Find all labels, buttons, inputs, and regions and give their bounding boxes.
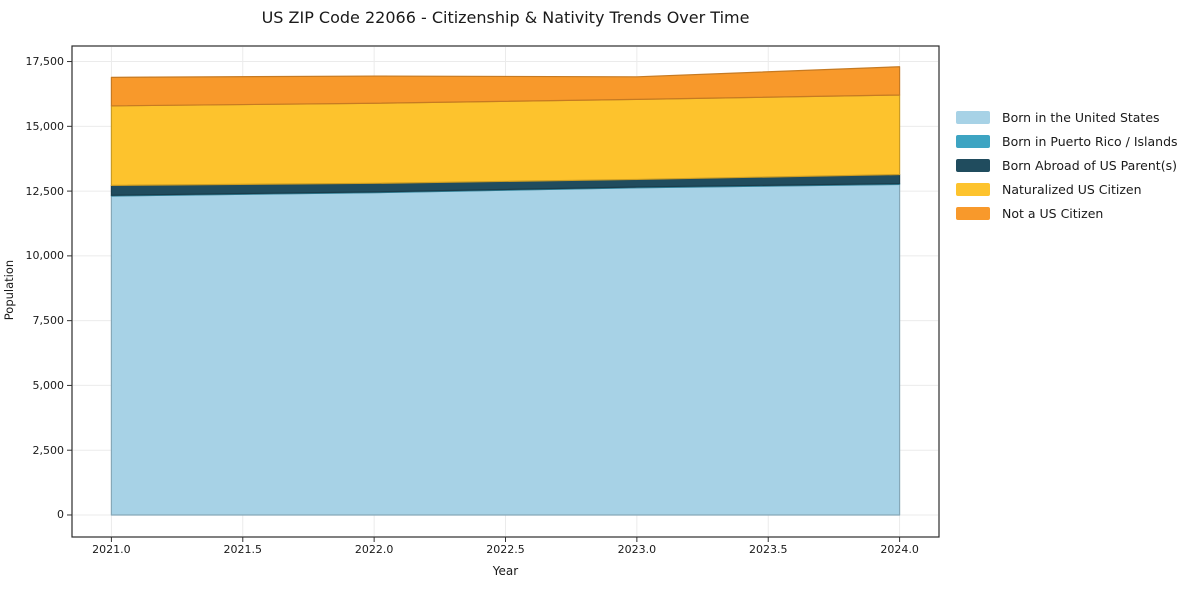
legend-swatch (956, 159, 990, 172)
legend: Born in the United States Born in Puerto … (956, 110, 1178, 221)
x-tick-label: 2021.5 (223, 543, 263, 556)
legend-label: Born in Puerto Rico / Islands (1002, 134, 1178, 149)
legend-label: Born Abroad of US Parent(s) (1002, 158, 1177, 173)
x-tick-label: 2023.5 (748, 543, 788, 556)
y-tick-label: 17,500 (25, 55, 65, 69)
area-series-0 (110, 183, 901, 516)
chart-title: US ZIP Code 22066 - Citizenship & Nativi… (261, 8, 750, 27)
legend-item: Born Abroad of US Parent(s) (956, 158, 1178, 173)
legend-label: Born in the United States (1002, 110, 1160, 125)
legend-label: Naturalized US Citizen (1002, 182, 1142, 197)
legend-item: Born in the United States (956, 110, 1178, 125)
legend-label: Not a US Citizen (1002, 206, 1104, 221)
x-tick-label: 2024.0 (880, 543, 919, 556)
legend-item: Naturalized US Citizen (956, 182, 1178, 197)
y-tick-label: 0 (57, 508, 64, 522)
area-series-3 (110, 94, 901, 186)
y-tick-label: 15,000 (25, 119, 65, 133)
x-tick-label: 2021.0 (92, 543, 131, 556)
y-tick-label: 12,500 (25, 184, 65, 198)
y-tick-label: 5,000 (32, 378, 65, 392)
y-tick-label: 10,000 (25, 249, 65, 263)
x-tick-label: 2022.5 (486, 543, 525, 556)
x-tick-label: 2023.0 (617, 543, 657, 556)
x-tick-label: 2022.0 (354, 543, 394, 556)
legend-swatch (956, 111, 990, 124)
y-tick-label: 7,500 (32, 314, 65, 328)
legend-swatch (956, 207, 990, 220)
legend-swatch (956, 135, 990, 148)
legend-item: Born in Puerto Rico / Islands (956, 134, 1178, 149)
plot-border (71, 45, 940, 538)
legend-item: Not a US Citizen (956, 206, 1178, 221)
legend-swatch (956, 183, 990, 196)
area-series-4 (110, 66, 901, 107)
y-tick-label: 2,500 (32, 443, 65, 457)
x-axis-label: Year (492, 564, 519, 578)
